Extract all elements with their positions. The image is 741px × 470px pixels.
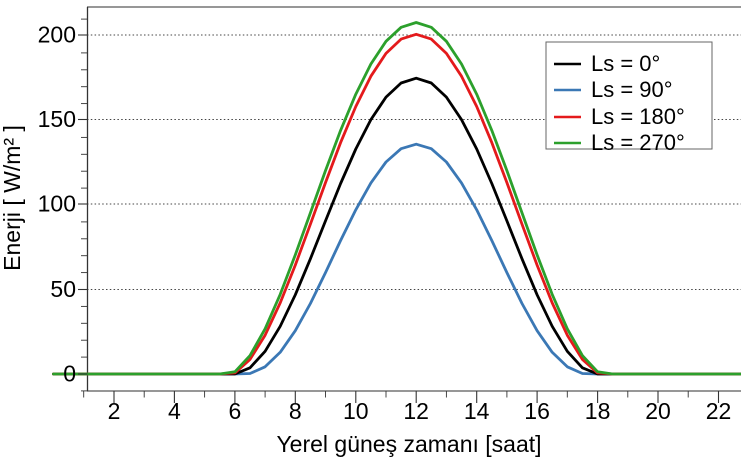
svg-text:Ls = 0°: Ls = 0° [591, 51, 660, 76]
svg-text:8: 8 [289, 398, 302, 424]
svg-text:22: 22 [706, 398, 732, 424]
svg-text:200: 200 [38, 22, 76, 48]
svg-text:Yerel güneş zamanı [saat]: Yerel güneş zamanı [saat] [276, 431, 541, 457]
svg-text:12: 12 [403, 398, 429, 424]
svg-text:0: 0 [63, 361, 76, 387]
svg-text:Ls = 180°: Ls = 180° [591, 104, 685, 129]
svg-text:16: 16 [524, 398, 550, 424]
svg-text:Enerji [ W/m² ]: Enerji [ W/m² ] [0, 125, 25, 271]
svg-text:4: 4 [168, 398, 181, 424]
svg-text:10: 10 [343, 398, 369, 424]
svg-text:150: 150 [38, 106, 76, 132]
svg-text:50: 50 [50, 276, 76, 302]
svg-text:100: 100 [38, 191, 76, 217]
svg-text:Ls = 270°: Ls = 270° [591, 130, 685, 155]
svg-text:20: 20 [645, 398, 671, 424]
svg-text:Ls = 90°: Ls = 90° [591, 77, 673, 102]
svg-text:14: 14 [464, 398, 490, 424]
svg-text:18: 18 [585, 398, 611, 424]
svg-text:6: 6 [229, 398, 242, 424]
svg-text:2: 2 [108, 398, 121, 424]
